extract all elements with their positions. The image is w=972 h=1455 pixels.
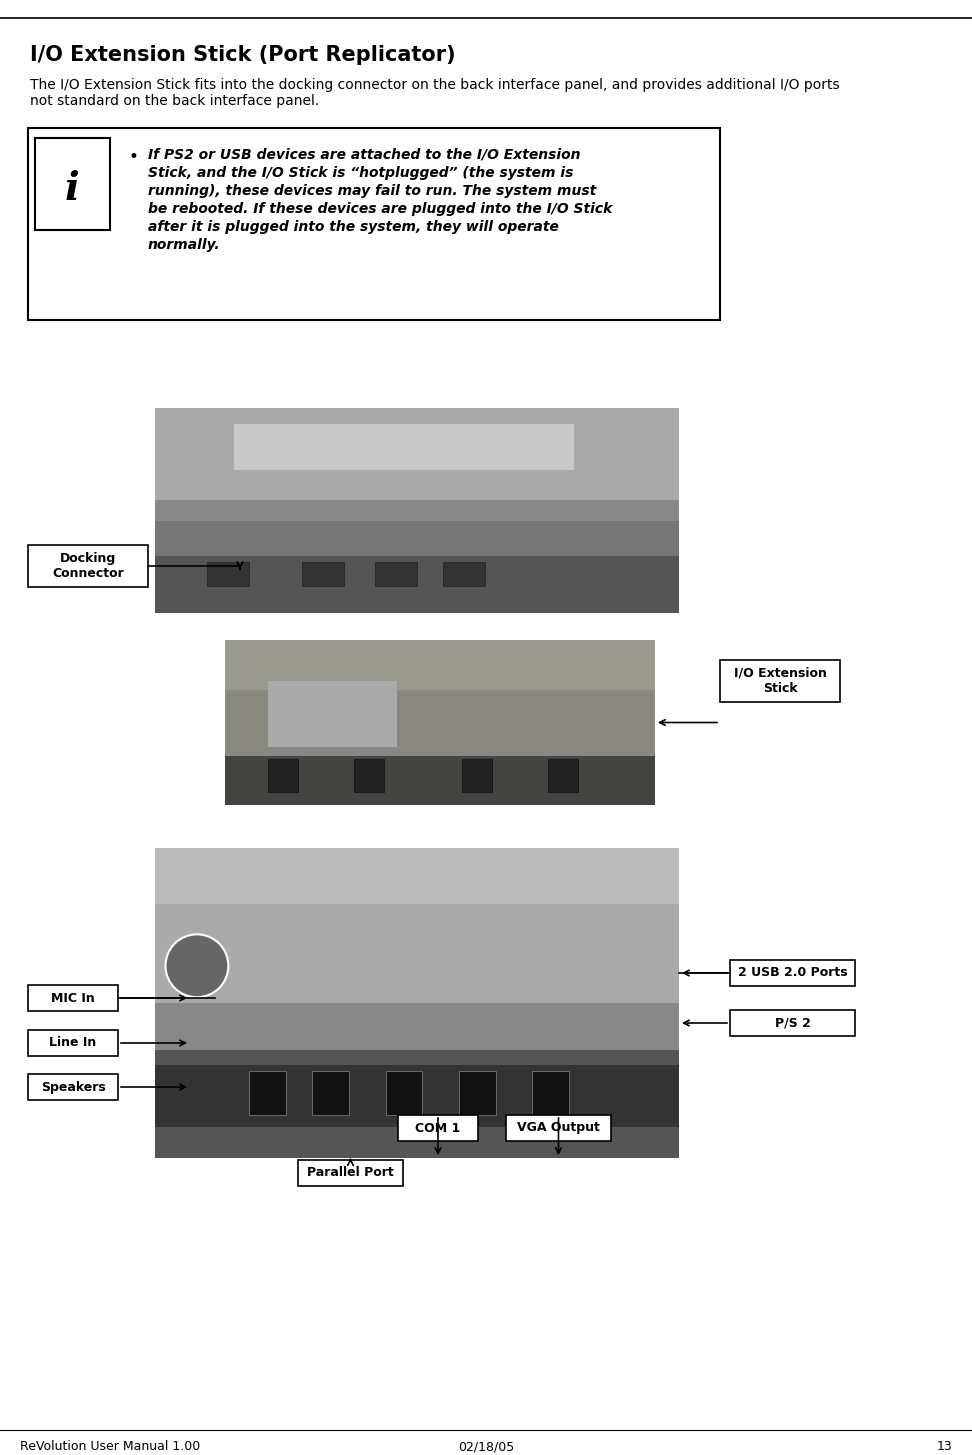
Bar <box>730 960 855 986</box>
Bar <box>533 1071 569 1115</box>
Text: I/O Extension Stick (Port Replicator): I/O Extension Stick (Port Replicator) <box>30 45 456 65</box>
Text: P/S 2: P/S 2 <box>775 1017 811 1030</box>
Bar <box>250 1071 286 1115</box>
Text: 2 USB 2.0 Ports: 2 USB 2.0 Ports <box>738 966 848 979</box>
Bar <box>28 985 118 1011</box>
Bar <box>35 138 110 230</box>
Bar <box>506 1115 611 1141</box>
Text: Docking
Connector: Docking Connector <box>52 551 123 581</box>
Text: Parallel Port: Parallel Port <box>307 1167 394 1180</box>
Bar <box>301 562 344 586</box>
Bar <box>233 425 574 470</box>
Bar <box>155 1049 679 1158</box>
Bar <box>298 1160 403 1186</box>
Bar <box>155 521 679 556</box>
Bar <box>207 562 250 586</box>
Bar <box>225 640 655 690</box>
Bar <box>28 1030 118 1056</box>
Bar <box>225 640 655 805</box>
Text: COM 1: COM 1 <box>415 1122 461 1135</box>
Text: MIC In: MIC In <box>52 991 95 1004</box>
Bar <box>462 760 492 792</box>
Bar <box>268 681 397 748</box>
Bar <box>354 760 384 792</box>
Bar <box>225 755 655 805</box>
Circle shape <box>165 934 228 997</box>
Text: The I/O Extension Stick fits into the docking connector on the back interface pa: The I/O Extension Stick fits into the do… <box>30 79 840 92</box>
Bar <box>155 556 679 613</box>
Text: not standard on the back interface panel.: not standard on the back interface panel… <box>30 95 319 108</box>
Bar <box>398 1115 478 1141</box>
Bar <box>155 848 679 1002</box>
Text: Speakers: Speakers <box>41 1081 105 1094</box>
Bar <box>155 1065 679 1128</box>
Bar <box>730 1010 855 1036</box>
Bar <box>28 546 148 586</box>
Bar <box>443 562 485 586</box>
Bar <box>155 407 679 501</box>
Bar <box>155 407 679 613</box>
Text: 13: 13 <box>936 1440 952 1454</box>
Bar <box>375 562 417 586</box>
Bar <box>28 1074 118 1100</box>
Text: •: • <box>128 148 138 166</box>
Text: normally.: normally. <box>148 239 221 252</box>
Text: 02/18/05: 02/18/05 <box>458 1440 514 1454</box>
Text: Stick, and the I/O Stick is “hotplugged” (the system is: Stick, and the I/O Stick is “hotplugged”… <box>148 166 573 180</box>
Bar <box>547 760 577 792</box>
Bar <box>155 848 679 1158</box>
Text: ReVolution User Manual 1.00: ReVolution User Manual 1.00 <box>20 1440 200 1454</box>
Bar <box>459 1071 496 1115</box>
Text: If PS2 or USB devices are attached to the I/O Extension: If PS2 or USB devices are attached to th… <box>148 148 580 162</box>
Text: i: i <box>65 170 80 208</box>
Text: after it is plugged into the system, they will operate: after it is plugged into the system, the… <box>148 220 559 234</box>
Bar <box>312 1071 349 1115</box>
Text: VGA Output: VGA Output <box>517 1122 600 1135</box>
Text: running), these devices may fail to run. The system must: running), these devices may fail to run.… <box>148 183 596 198</box>
Text: I/O Extension
Stick: I/O Extension Stick <box>734 666 826 695</box>
Bar <box>28 128 720 320</box>
Bar <box>386 1071 422 1115</box>
Text: be rebooted. If these devices are plugged into the I/O Stick: be rebooted. If these devices are plugge… <box>148 202 612 215</box>
Text: Line In: Line In <box>50 1036 96 1049</box>
Bar <box>720 661 840 701</box>
Bar <box>268 760 298 792</box>
Bar <box>155 848 679 904</box>
